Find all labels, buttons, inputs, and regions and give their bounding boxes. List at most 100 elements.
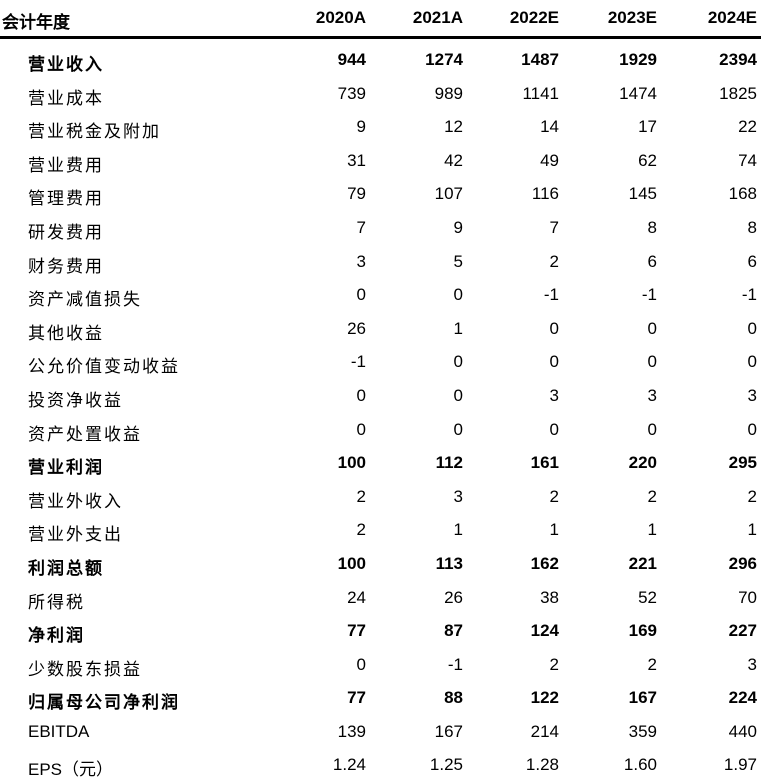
row-value: 1825 <box>719 83 757 103</box>
row-value: 944 <box>337 50 366 69</box>
row-value: 3 <box>453 486 463 506</box>
row-value: 1 <box>453 520 463 540</box>
row-label: 研发费用 <box>28 222 104 243</box>
row-value: 77 <box>347 621 366 641</box>
table-row: 营业税金及附加 9 12 14 17 22 <box>0 111 761 145</box>
row-value: 0 <box>647 318 657 338</box>
table-row: 营业利润 100 112 161 220 295 <box>0 447 761 481</box>
row-label: 营业费用 <box>28 155 104 176</box>
row-value: 0 <box>549 419 559 439</box>
row-value: 1 <box>453 318 463 338</box>
row-value: 79 <box>347 184 366 204</box>
table-row: EPS（元） 1.24 1.25 1.28 1.60 1.97 <box>0 749 761 783</box>
row-value: 1474 <box>619 83 657 103</box>
row-value: -1 <box>350 352 366 372</box>
row-label: EBITDA <box>28 721 90 741</box>
table-row: 营业费用 31 42 49 62 74 <box>0 145 761 179</box>
header-label: 会计年度 <box>2 13 70 33</box>
row-value: 113 <box>435 553 463 573</box>
row-value: 7 <box>356 217 366 237</box>
row-label: EPS（元） <box>28 760 114 780</box>
row-value: 0 <box>747 352 757 372</box>
row-value: 167 <box>628 688 657 708</box>
row-value: 0 <box>747 419 757 439</box>
row-value: 227 <box>728 621 757 641</box>
table-row: 其他收益 26 1 0 0 0 <box>0 313 761 347</box>
row-value: 2 <box>647 654 657 674</box>
header-year: 2024E <box>707 8 757 27</box>
row-value: 0 <box>453 352 463 372</box>
row-value: 2 <box>549 654 559 674</box>
row-value: 2394 <box>719 50 757 69</box>
row-label: 少数股东损益 <box>28 659 142 680</box>
row-value: 0 <box>453 385 463 405</box>
row-value: 220 <box>628 453 657 473</box>
table-row: 资产处置收益 0 0 0 0 0 <box>0 414 761 448</box>
row-value: 1.60 <box>623 755 657 775</box>
row-value: 74 <box>738 150 757 170</box>
row-value: 100 <box>337 453 366 473</box>
row-value: 6 <box>647 251 657 271</box>
row-value: 62 <box>638 150 657 170</box>
row-label: 营业成本 <box>28 88 104 109</box>
row-label: 营业外收入 <box>28 491 123 512</box>
row-value: -1 <box>447 654 463 674</box>
row-value: 440 <box>728 721 757 741</box>
table-row: 所得税 24 26 38 52 70 <box>0 582 761 616</box>
row-value: 26 <box>347 318 366 338</box>
row-label: 利润总额 <box>28 558 104 579</box>
row-value: 2 <box>647 486 657 506</box>
row-value: 3 <box>549 385 559 405</box>
table-row: 研发费用 7 9 7 8 8 <box>0 212 761 246</box>
row-value: 0 <box>747 318 757 338</box>
row-value: 0 <box>453 419 463 439</box>
row-value: 3 <box>747 654 757 674</box>
row-value: 70 <box>738 587 757 607</box>
header-year: 2022E <box>509 8 559 27</box>
row-value: 0 <box>647 419 657 439</box>
row-value: 1.24 <box>332 755 366 775</box>
table-row: 营业成本 739 989 1141 1474 1825 <box>0 78 761 112</box>
row-label: 投资净收益 <box>28 390 123 411</box>
row-value: 1.28 <box>525 755 559 775</box>
header-year: 2021A <box>412 8 463 27</box>
row-value: 38 <box>540 587 559 607</box>
row-value: 359 <box>628 721 657 741</box>
row-label: 所得税 <box>28 592 85 613</box>
row-value: 100 <box>337 553 366 573</box>
row-value: 31 <box>347 150 366 170</box>
row-value: 1929 <box>619 50 657 69</box>
table-header: 会计年度 2020A 2021A 2022E 2023E 2024E <box>0 0 761 38</box>
row-value: 989 <box>434 83 463 103</box>
row-value: 88 <box>444 688 463 708</box>
row-value: 214 <box>530 721 559 741</box>
row-label: 其他收益 <box>28 323 104 344</box>
row-value: 2 <box>747 486 757 506</box>
table-row: 投资净收益 0 0 3 3 3 <box>0 380 761 414</box>
row-value: 87 <box>444 621 463 641</box>
row-value: 107 <box>434 184 463 204</box>
row-value: 739 <box>337 83 366 103</box>
row-value: 77 <box>347 688 366 708</box>
row-value: 3 <box>647 385 657 405</box>
row-label: 资产处置收益 <box>28 424 142 445</box>
row-value: 295 <box>728 453 757 473</box>
table-row: 营业收入 944 1274 1487 1929 2394 <box>0 44 761 78</box>
row-value: 7 <box>549 217 559 237</box>
table-row: 利润总额 100 113 162 221 296 <box>0 548 761 582</box>
table-row: 归属母公司净利润 77 88 122 167 224 <box>0 682 761 716</box>
row-label: 归属母公司净利润 <box>28 693 180 714</box>
table-row: 营业外收入 2 3 2 2 2 <box>0 481 761 515</box>
row-value: 122 <box>530 688 559 708</box>
row-value: 1.97 <box>723 755 757 775</box>
row-label: 公允价值变动收益 <box>28 357 180 378</box>
row-value: 17 <box>638 117 657 137</box>
row-value: 6 <box>747 251 757 271</box>
row-value: 0 <box>356 285 366 305</box>
row-value: 1 <box>549 520 559 540</box>
row-value: 112 <box>435 453 463 473</box>
row-label: 财务费用 <box>28 256 104 277</box>
row-value: 296 <box>728 553 757 573</box>
row-label: 营业税金及附加 <box>28 122 161 143</box>
row-value: 168 <box>728 184 757 204</box>
